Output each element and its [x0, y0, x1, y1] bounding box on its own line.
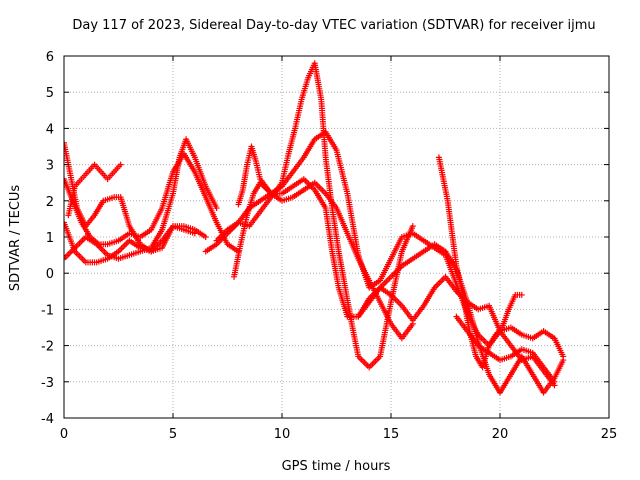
data-point [64, 219, 67, 226]
x-tick-label: 10 [274, 427, 291, 442]
y-tick-label: 2 [46, 195, 54, 210]
plot-area [64, 60, 567, 396]
y-tick-label: 4 [46, 122, 54, 137]
y-tick-label: 1 [46, 231, 54, 246]
y-tick-label: -2 [41, 340, 54, 355]
x-tick-label: 5 [169, 427, 177, 442]
data-point [64, 176, 67, 183]
data-point [191, 230, 198, 237]
y-tick-label: -4 [41, 412, 54, 427]
data-point [213, 205, 220, 212]
y-tick-label: 5 [46, 86, 54, 101]
data-point [409, 223, 416, 230]
x-axis-label: GPS time / hours [282, 459, 391, 474]
x-tick-label: 0 [60, 427, 68, 442]
y-tick-label: 3 [46, 159, 54, 174]
y-tick-label: -3 [41, 376, 54, 391]
y-tick-label: 6 [46, 50, 54, 65]
data-point [202, 234, 209, 240]
x-tick-label: 20 [492, 427, 509, 442]
data-point [117, 161, 124, 168]
y-tick-label: 0 [46, 267, 54, 282]
axis-ticks: 0 5 10 15 20 25 -4 -3 -2 -1 0 1 2 3 4 5 6 [41, 50, 617, 442]
y-tick-label: -1 [41, 303, 54, 318]
data-marks [64, 60, 567, 396]
x-tick-label: 15 [383, 427, 400, 442]
chart-title: Day 117 of 2023, Sidereal Day-to-day VTE… [72, 18, 595, 33]
data-point [64, 139, 67, 146]
data-point [551, 378, 558, 385]
data-point [560, 357, 567, 364]
x-tick-label: 25 [601, 427, 618, 442]
y-axis-label: SDTVAR / TECUs [8, 185, 23, 292]
data-point [518, 291, 525, 298]
